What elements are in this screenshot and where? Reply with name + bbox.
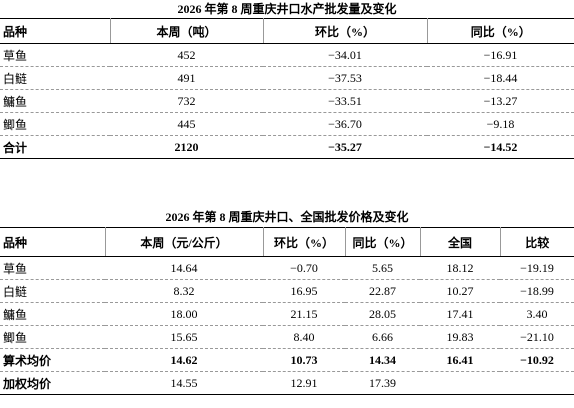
table-cell: 10.27 <box>420 279 500 303</box>
table-cell: 8.32 <box>105 279 263 303</box>
table-cell: 5.65 <box>345 256 420 280</box>
table-cell: 8.40 <box>263 325 345 349</box>
table-cell: 21.15 <box>263 302 345 326</box>
table-cell: −21.10 <box>500 325 574 349</box>
table-cell: 加权均价 <box>0 371 105 395</box>
table-cell: 环比（%） <box>262 227 345 257</box>
table-cell: −13.27 <box>427 89 574 113</box>
table-row: 合计 2120 −35.27 −14.52 <box>0 135 574 159</box>
table-cell: 17.39 <box>345 371 420 395</box>
table-title: 2026 年第 8 周重庆井口、全国批发价格及变化 <box>165 210 409 224</box>
table-cell <box>420 371 500 395</box>
table-row: 白鲢 8.32 16.95 22.87 10.27 −18.99 <box>0 279 574 303</box>
table-cell: 18.12 <box>420 256 500 280</box>
table-row: 鳙鱼 732 −33.51 −13.27 <box>0 89 574 113</box>
table-cell: 28.05 <box>345 302 420 326</box>
table-cell: 452 <box>110 43 263 67</box>
table-cell: 同比（%） <box>344 227 420 257</box>
table-cell: 16.41 <box>420 348 500 372</box>
table-cell: 白鲢 <box>0 279 105 303</box>
table-cell: 本周（元/公斤） <box>104 227 263 257</box>
table-cell: −19.19 <box>500 256 574 280</box>
table-row: 白鲢 491 −37.53 −18.44 <box>0 66 574 90</box>
table-cell: −9.18 <box>427 112 574 136</box>
table-cell: 22.87 <box>345 279 420 303</box>
table-cell: −18.44 <box>427 66 574 90</box>
table-cell: 6.66 <box>345 325 420 349</box>
table-cell: 15.65 <box>105 325 263 349</box>
table-cell: 品种 <box>0 227 105 257</box>
table-cell: 白鲢 <box>0 66 110 90</box>
table-cell: 16.95 <box>263 279 345 303</box>
table-cell: −0.70 <box>263 256 345 280</box>
table-cell: 本周（吨） <box>109 18 263 44</box>
table-row: 品种 本周（元/公斤） 环比（%） 同比（%） 全国 比较 <box>0 227 574 257</box>
table-cell: −18.99 <box>500 279 574 303</box>
table-row: 加权均价 14.55 12.91 17.39 <box>0 371 574 395</box>
table: 品种 本周（吨） 环比（%） 同比（%） 草鱼 452 −34.01 −16.91 白鲢 491−… <box>0 18 574 159</box>
table-cell: 14.34 <box>345 348 420 372</box>
table-row: 鳙鱼 18.00 21.15 28.05 17.41 3.40 <box>0 302 574 326</box>
table-row: 品种 本周（吨） 环比（%） 同比（%） <box>0 18 574 44</box>
table-cell: 3.40 <box>500 302 574 326</box>
table-cell: −34.01 <box>263 43 427 67</box>
table-cell: −16.91 <box>427 43 574 67</box>
table-row: 算术均价 14.62 10.73 14.34 16.41 −10.92 <box>0 348 574 372</box>
table-cell: 19.83 <box>420 325 500 349</box>
table-cell: 491 <box>110 66 263 90</box>
table-row: 鲫鱼 445 −36.70 −9.18 <box>0 112 574 136</box>
table-cell: −14.52 <box>427 135 574 159</box>
table: 品种 本周（元/公斤） 环比（%） 同比（%） 全国 比较 草鱼 14.64 −0.70 5.65… <box>0 227 574 395</box>
table-cell: 鲫鱼 <box>0 112 110 136</box>
table-cell: −37.53 <box>263 66 427 90</box>
table-cell: 2120 <box>110 135 263 159</box>
table-cell: 732 <box>110 89 263 113</box>
table-cell: 草鱼 <box>0 256 105 280</box>
table-cell <box>500 371 574 395</box>
table-cell: 草鱼 <box>0 43 110 67</box>
table-cell: −35.27 <box>263 135 427 159</box>
table-cell: 鳙鱼 <box>0 302 105 326</box>
table-cell: 14.64 <box>105 256 263 280</box>
table-cell: 合计 <box>0 135 110 159</box>
table-cell: 12.91 <box>263 371 345 395</box>
table-cell: 10.73 <box>263 348 345 372</box>
table-cell: 14.55 <box>105 371 263 395</box>
table-cell: −10.92 <box>500 348 574 372</box>
table-title: 2026 年第 8 周重庆井口水产批发量及变化 <box>177 2 397 16</box>
table-cell: 鳙鱼 <box>0 89 110 113</box>
table-row: 草鱼 14.64 −0.70 5.65 18.12 −19.19 <box>0 256 574 280</box>
table-cell: 同比（%） <box>426 18 574 44</box>
table-cell: 17.41 <box>420 302 500 326</box>
table-cell: 鲫鱼 <box>0 325 105 349</box>
table-cell: 品种 <box>0 18 110 44</box>
table-cell: 全国 <box>419 227 500 257</box>
table-row: 鲫鱼 15.65 8.40 6.66 19.83 −21.10 <box>0 325 574 349</box>
table-cell: 14.62 <box>105 348 263 372</box>
table-cell: −33.51 <box>263 89 427 113</box>
table-cell: 环比（%） <box>262 18 427 44</box>
table-cell: 算术均价 <box>0 348 105 372</box>
table-cell: 18.00 <box>105 302 263 326</box>
table-row: 草鱼 452 −34.01 −16.91 <box>0 43 574 67</box>
table-cell: −36.70 <box>263 112 427 136</box>
table-cell: 比较 <box>499 227 574 257</box>
table-cell: 445 <box>110 112 263 136</box>
